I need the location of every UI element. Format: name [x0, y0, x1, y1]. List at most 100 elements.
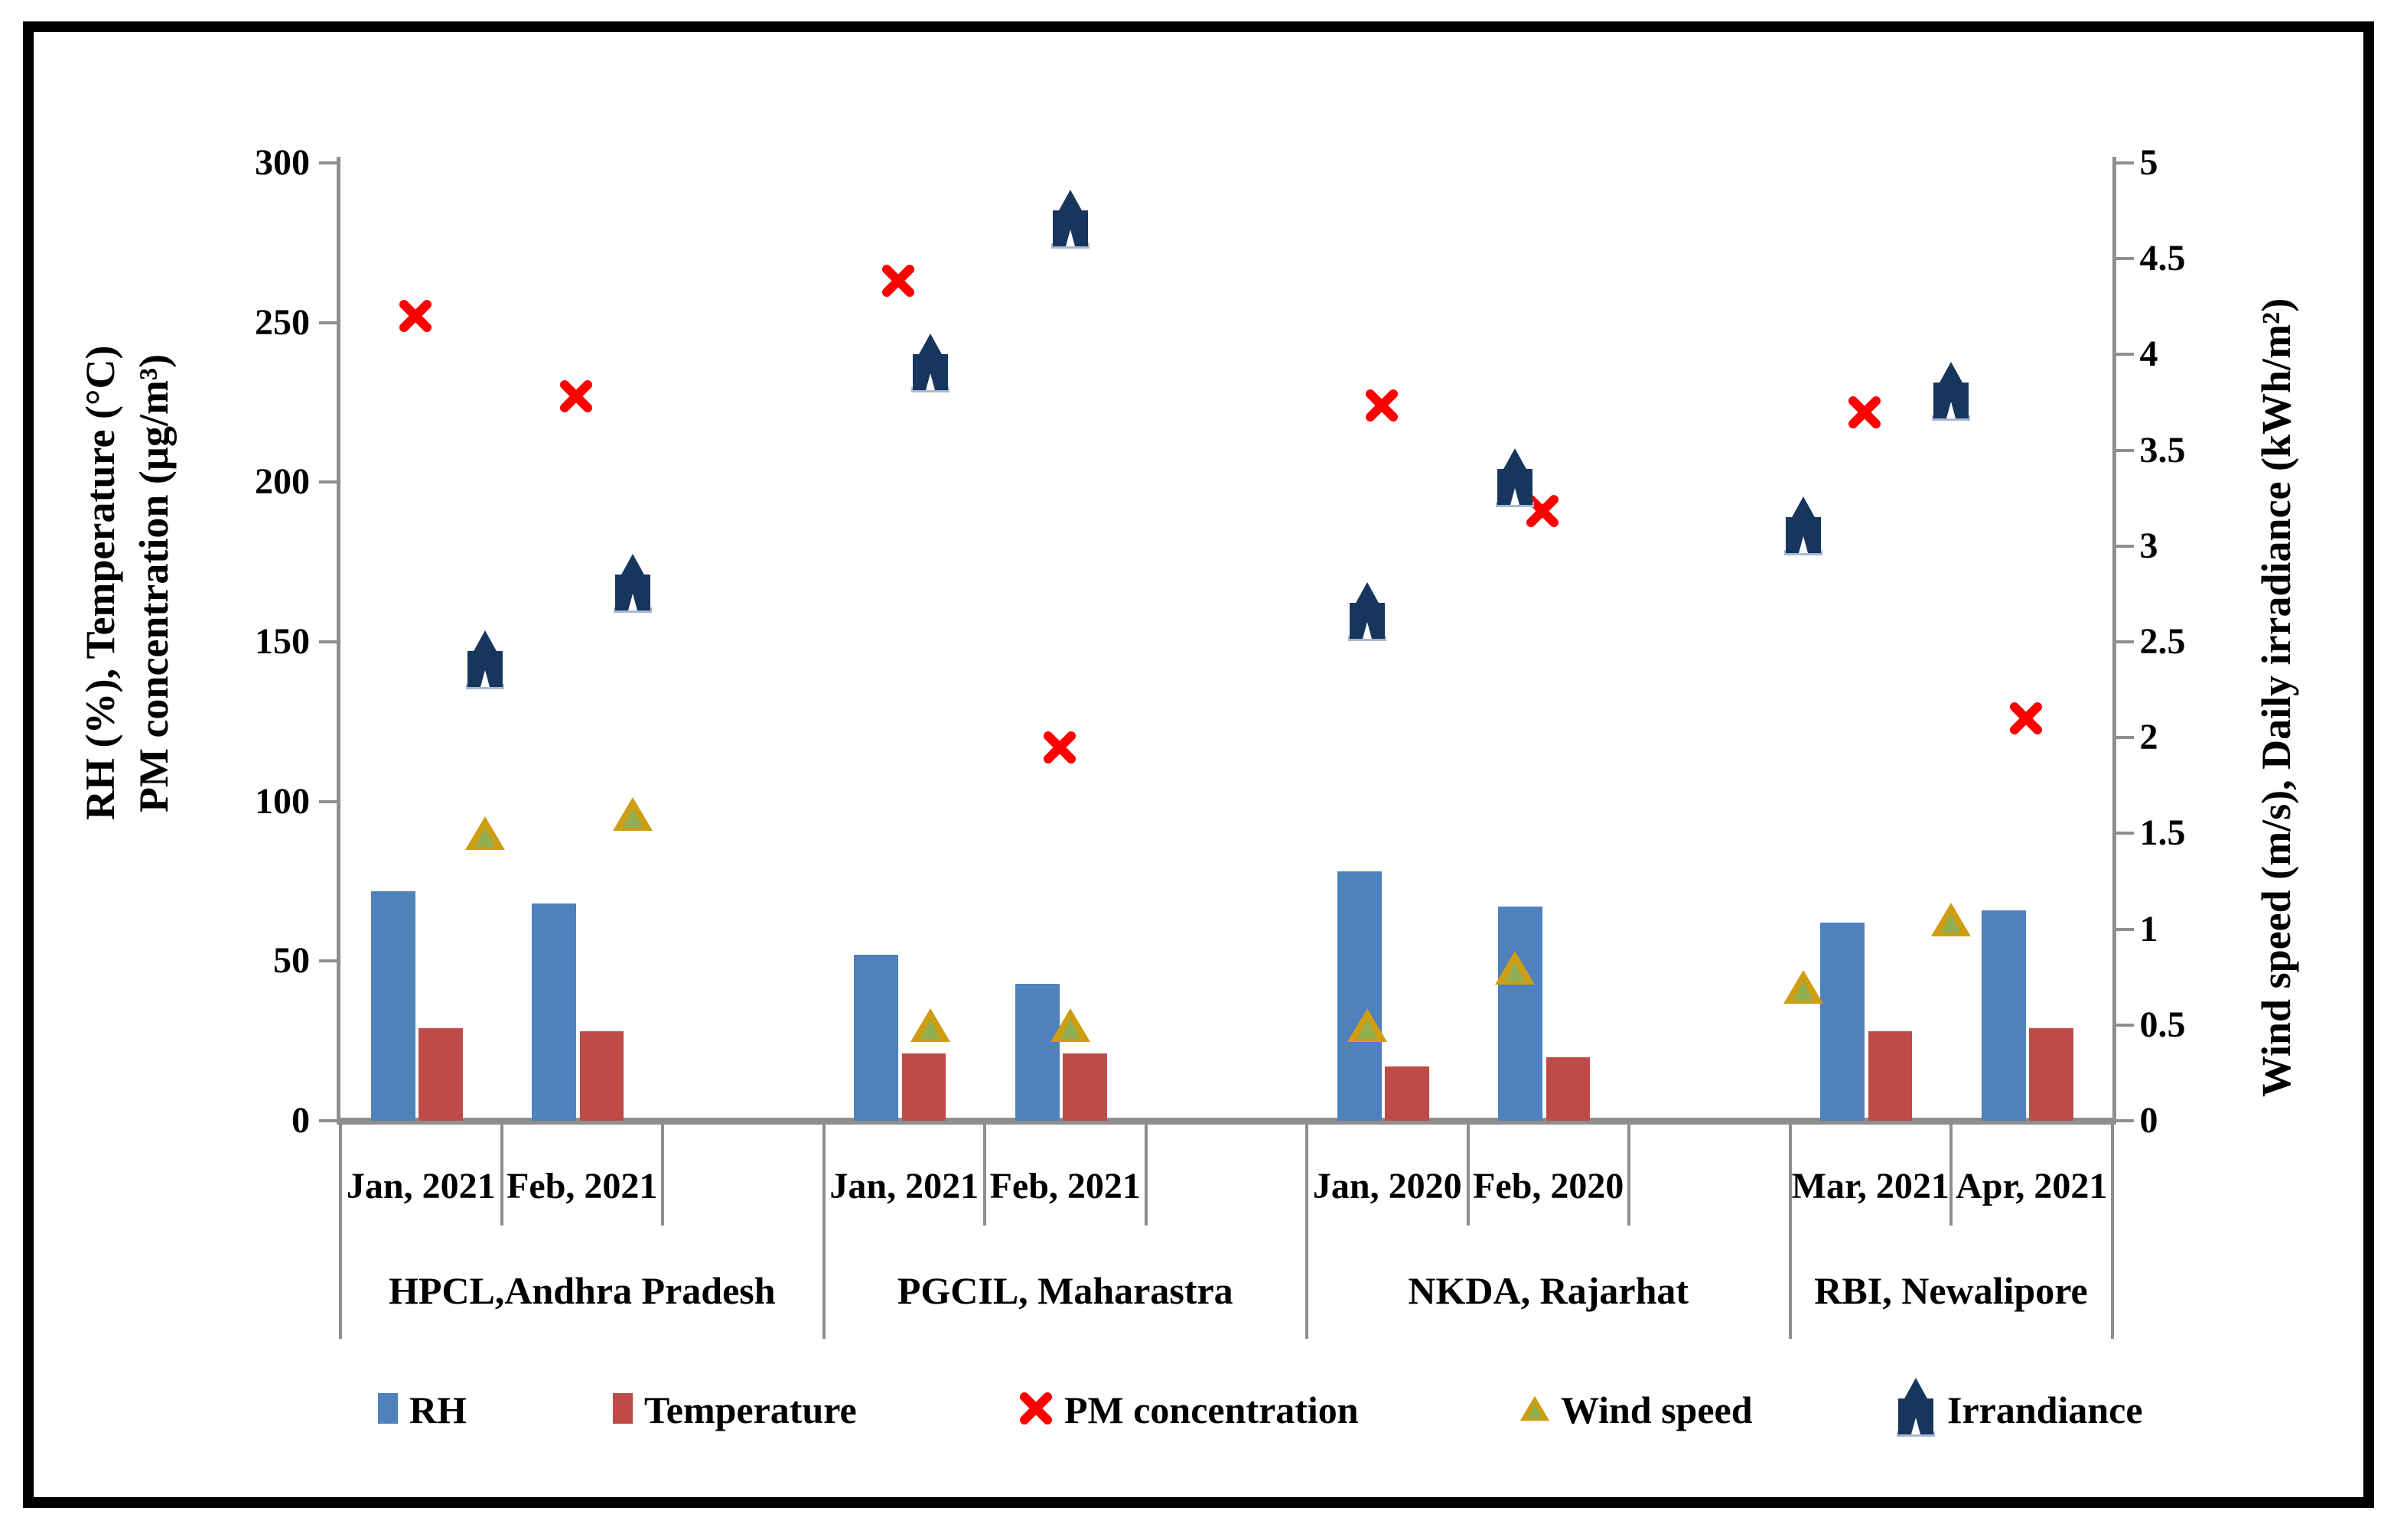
- x-axis-group-label: PGCIL, Maharastra: [897, 1269, 1233, 1312]
- right-axis-tick-label: 4: [2139, 334, 2158, 375]
- wind-speed-triangle-marker: [1347, 1008, 1388, 1043]
- right-axis-tick-label: 5: [2139, 142, 2158, 183]
- month-separator-line: [983, 1121, 986, 1226]
- y-axis-right-line: [2112, 157, 2116, 1125]
- right-axis-tick: [2115, 1119, 2134, 1122]
- x-axis-month-label: Feb, 2021: [989, 1165, 1141, 1206]
- month-separator-line: [1144, 1121, 1148, 1226]
- legend-item-rh: RH: [377, 1383, 467, 1437]
- pm-x-marker: [1042, 730, 1077, 765]
- pm-x-marker: [2008, 701, 2044, 736]
- right-axis-tick-label: 3.5: [2139, 429, 2186, 470]
- rh-bar: [532, 903, 577, 1121]
- wind-speed-triangle-marker: [464, 816, 506, 851]
- rh-bar: [370, 890, 415, 1121]
- pm-x-marker: [881, 263, 916, 298]
- month-separator-line: [661, 1121, 664, 1226]
- x-axis-month-label: Feb, 2020: [1473, 1165, 1624, 1206]
- x-axis-month-label: Jan, 2020: [1312, 1165, 1462, 1206]
- right-axis-tick-label: 2.5: [2139, 621, 2186, 662]
- legend-label: RH: [409, 1389, 467, 1431]
- right-axis-tick-label: 2: [2139, 717, 2158, 758]
- legend-item-wind-speed: Wind speed: [1519, 1383, 1753, 1437]
- pm-x-marker: [1525, 493, 1560, 529]
- x-axis-month-label: Feb, 2021: [506, 1165, 658, 1206]
- rh-bar: [1015, 983, 1060, 1121]
- right-axis-tick: [2115, 736, 2134, 740]
- group-separator-line: [1305, 1121, 1308, 1339]
- right-axis-tick: [2115, 257, 2134, 261]
- temperature-swatch-icon: [612, 1392, 634, 1428]
- group-separator-line: [1788, 1121, 1792, 1339]
- pm-x-marker: [559, 379, 594, 414]
- right-axis-tick-label: 4.5: [2139, 238, 2186, 279]
- irradiance-cluster-marker: [1494, 448, 1536, 510]
- group-separator-line: [2110, 1121, 2114, 1339]
- month-separator-line: [1949, 1121, 1953, 1226]
- irradiance-cluster-marker: [1930, 362, 1972, 423]
- left-axis-tick: [319, 799, 337, 803]
- left-axis-tick-label: 150: [255, 621, 310, 662]
- left-axis-tick: [319, 480, 337, 484]
- right-axis-tick: [2115, 640, 2134, 643]
- x-axis-month-label: Jan, 2021: [829, 1165, 979, 1206]
- left-axis-tick: [319, 959, 337, 963]
- rh-bar: [1981, 910, 2026, 1121]
- group-separator-line: [339, 1121, 342, 1339]
- pm-x-icon: [1018, 1391, 1054, 1430]
- legend-label: Wind speed: [1561, 1389, 1753, 1431]
- wind-speed-triangle-marker: [1783, 969, 1824, 1004]
- right-axis-tick-label: 1: [2139, 908, 2158, 949]
- legend-label: Temperature: [644, 1389, 857, 1431]
- right-axis-tick: [2115, 161, 2134, 164]
- legend-item-temperature: Temperature: [612, 1383, 857, 1437]
- temperature-bar: [1545, 1057, 1591, 1121]
- temperature-bar: [1385, 1066, 1429, 1121]
- legend-item-irrandiance: Irrandiance: [1895, 1377, 2143, 1437]
- right-axis-tick: [2115, 927, 2134, 931]
- rh-bar: [1498, 907, 1543, 1121]
- left-axis-tick-label: 50: [273, 940, 310, 982]
- wind-speed-triangle-marker: [1930, 902, 1972, 937]
- x-axis-month-label: Apr, 2021: [1956, 1165, 2108, 1206]
- right-axis-tick-label: 3: [2139, 525, 2158, 566]
- irradiance-cluster-icon: [1895, 1377, 1936, 1443]
- left-axis-title-line1: RH (%), Temperature (°C): [77, 345, 123, 821]
- left-axis-tick-label: 0: [292, 1100, 310, 1141]
- temperature-bar: [2029, 1027, 2073, 1121]
- temperature-bar: [419, 1027, 463, 1121]
- x-axis-group-label: HPCL,Andhra Pradesh: [388, 1269, 776, 1312]
- irradiance-cluster-marker: [612, 553, 653, 615]
- irradiance-cluster-marker: [1050, 190, 1091, 251]
- wind-speed-triangle-marker: [1050, 1008, 1091, 1043]
- left-axis-tick-label: 200: [255, 461, 310, 503]
- right-axis-tick: [2115, 832, 2134, 835]
- left-axis-tick: [319, 321, 337, 324]
- x-axis-group-label: NKDA, Rajarhat: [1408, 1269, 1689, 1312]
- temperature-bar: [1063, 1053, 1107, 1121]
- right-axis-title: Wind speed (m/s), Daily irradiance (kWh/…: [2253, 298, 2299, 1098]
- wind-triangle-icon: [1519, 1391, 1550, 1430]
- pm-x-marker: [1847, 395, 1882, 430]
- temperature-bar: [579, 1031, 624, 1121]
- left-axis-tick-label: 100: [255, 780, 310, 822]
- rh-bar: [1820, 923, 1865, 1121]
- irradiance-cluster-marker: [910, 333, 951, 395]
- right-axis-tick-label: 0.5: [2139, 1004, 2186, 1045]
- right-axis-tick: [2115, 544, 2134, 548]
- legend-label: PM concentration: [1064, 1389, 1359, 1431]
- wind-speed-triangle-marker: [910, 1008, 951, 1043]
- right-axis-tick-label: 1.5: [2139, 812, 2186, 854]
- x-axis-line: [337, 1118, 2116, 1125]
- temperature-bar: [1868, 1031, 1913, 1121]
- legend-label: Irrandiance: [1947, 1389, 2143, 1431]
- pm-x-marker: [1364, 388, 1399, 423]
- irradiance-cluster-marker: [464, 630, 506, 692]
- month-separator-line: [1466, 1121, 1470, 1226]
- x-axis-month-label: Jan, 2021: [346, 1165, 496, 1206]
- wind-speed-triangle-marker: [612, 796, 653, 832]
- right-axis-tick: [2115, 448, 2134, 452]
- irradiance-cluster-marker: [1783, 496, 1824, 558]
- chart-outer-frame: RH (%), Temperature (°C) PM concentratio…: [23, 21, 2374, 1508]
